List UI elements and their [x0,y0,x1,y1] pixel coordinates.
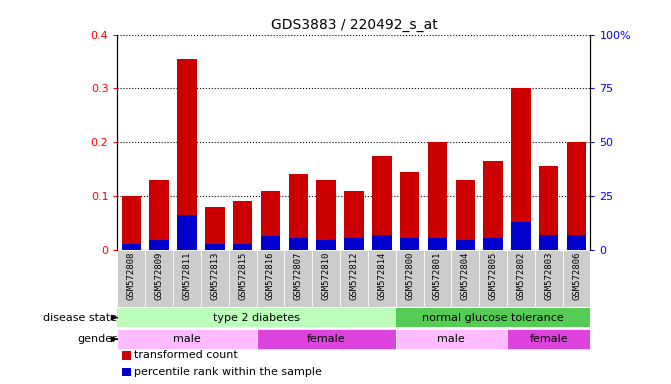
Bar [177,215,197,250]
Bar [117,250,145,307]
Text: female: female [307,334,346,344]
Text: percentile rank within the sample: percentile rank within the sample [134,367,322,377]
Text: GSM572805: GSM572805 [488,252,498,300]
Bar [372,156,391,250]
Bar [507,250,535,307]
Text: GSM572812: GSM572812 [350,252,358,300]
Bar [344,190,364,250]
Bar [344,238,364,250]
Bar [511,88,531,250]
Bar [400,238,419,250]
Bar [423,250,452,307]
Text: GSM572804: GSM572804 [461,252,470,300]
Bar [483,238,503,250]
Bar [396,329,507,349]
Bar [150,240,169,250]
Text: GSM572814: GSM572814 [377,252,386,300]
Bar [122,351,131,359]
Text: GSM572813: GSM572813 [210,252,219,300]
Text: GSM572802: GSM572802 [517,252,525,300]
Text: GSM572803: GSM572803 [544,252,554,300]
Bar [261,236,280,250]
Title: GDS3883 / 220492_s_at: GDS3883 / 220492_s_at [270,18,437,32]
Bar [372,235,391,250]
Bar [312,250,340,307]
Bar [233,244,252,250]
Bar [117,308,396,327]
Text: GSM572808: GSM572808 [127,252,136,300]
Bar [567,142,586,250]
Bar [122,368,131,376]
Bar [256,250,285,307]
Bar [427,142,447,250]
Bar [535,250,563,307]
Bar [177,59,197,250]
Bar [567,235,586,250]
Text: GSM572800: GSM572800 [405,252,414,300]
Bar [317,240,336,250]
Bar [456,180,475,250]
Text: GSM572801: GSM572801 [433,252,442,300]
Bar [205,207,225,250]
Bar [483,161,503,250]
Bar [150,180,169,250]
Bar [479,250,507,307]
Text: GSM572815: GSM572815 [238,252,247,300]
Bar [368,250,396,307]
Text: disease state: disease state [43,313,117,323]
Bar [145,250,173,307]
Bar [121,196,141,250]
Bar [427,238,447,250]
Bar [289,238,308,250]
Text: female: female [529,334,568,344]
Bar [539,235,558,250]
Bar [256,329,396,349]
Bar [511,222,531,250]
Bar [456,240,475,250]
Bar [396,308,590,327]
Text: gender: gender [77,334,117,344]
Bar [317,180,336,250]
Bar [121,244,141,250]
Bar [233,201,252,250]
Bar [201,250,229,307]
Bar [261,190,280,250]
Text: GSM572807: GSM572807 [294,252,303,300]
Bar [452,250,479,307]
Bar [340,250,368,307]
Bar [563,250,590,307]
Text: type 2 diabetes: type 2 diabetes [213,313,300,323]
Text: GSM572811: GSM572811 [183,252,191,300]
Text: GSM572816: GSM572816 [266,252,275,300]
Bar [229,250,256,307]
Bar [507,329,590,349]
Bar [289,174,308,250]
Bar [396,250,423,307]
Text: GSM572809: GSM572809 [154,252,164,300]
Text: male: male [437,334,465,344]
Bar [539,166,558,250]
Bar [173,250,201,307]
Text: GSM572810: GSM572810 [321,252,331,300]
Text: normal glucose tolerance: normal glucose tolerance [422,313,564,323]
Text: male: male [173,334,201,344]
Text: transformed count: transformed count [134,350,238,360]
Bar [117,329,256,349]
Bar [400,172,419,250]
Bar [205,244,225,250]
Text: GSM572806: GSM572806 [572,252,581,300]
Bar [285,250,312,307]
